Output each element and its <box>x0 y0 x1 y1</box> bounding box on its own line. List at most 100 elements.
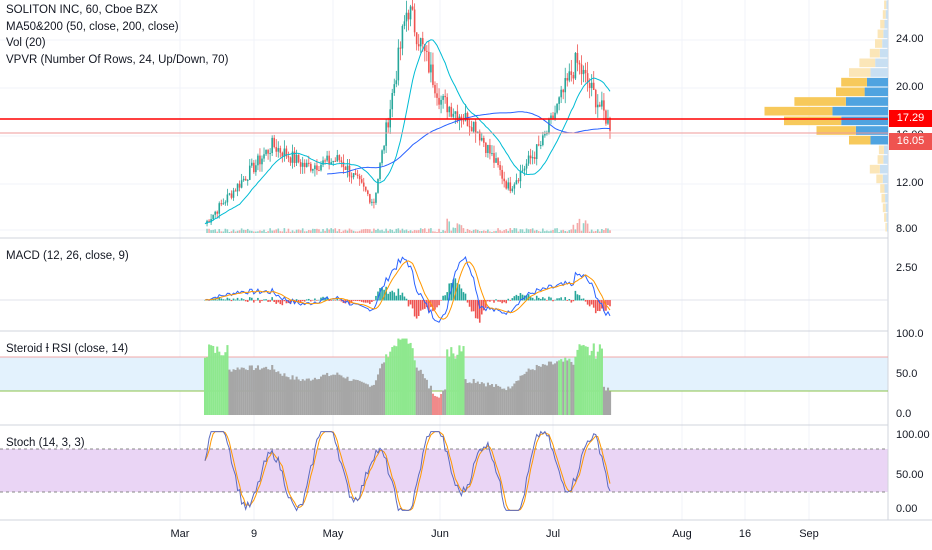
macd-hist-bar <box>240 298 243 301</box>
macd-hist-bar <box>403 296 406 301</box>
rsi-bar <box>214 352 217 415</box>
volume-bar <box>297 229 300 233</box>
macd-hist-bar <box>452 279 455 301</box>
rsi-bar <box>407 343 410 415</box>
volume-bar <box>216 231 219 233</box>
macd-hist-bar <box>277 300 280 303</box>
study-volume[interactable]: Vol (20) <box>6 37 46 49</box>
volume-bar <box>444 230 446 233</box>
macd-hist-bar <box>542 297 544 301</box>
rsi-bar <box>558 360 561 415</box>
rsi-bar <box>254 368 257 415</box>
rsi-bar <box>523 373 526 415</box>
volume-bar <box>523 231 526 233</box>
rsi-bar <box>484 386 487 415</box>
volume-bar <box>364 228 367 233</box>
study-vpvr[interactable]: VPVR (Number Of Rows, 24, Up/Down, 70) <box>6 53 229 66</box>
vpvr-down-bar <box>882 203 886 213</box>
macd-label[interactable]: MACD (12, 26, close, 9) <box>6 250 129 262</box>
volume-bar <box>511 230 514 233</box>
stoch-label[interactable]: Stoch (14, 3, 3) <box>6 437 85 449</box>
rsi-bar <box>602 386 605 415</box>
vpvr-down-bar <box>841 77 867 87</box>
rsi-bar <box>492 386 496 415</box>
volume-bar <box>605 228 607 233</box>
volume-bar <box>495 230 497 233</box>
candle-body <box>352 173 355 178</box>
vpvr-down-bar <box>880 19 885 29</box>
volume-bar <box>367 229 369 233</box>
macd-hist-bar <box>269 300 271 302</box>
macd-hist-bar <box>336 298 339 301</box>
symbol-title[interactable]: SOLITON INC, 60, Cboe BZX <box>6 4 158 16</box>
macd-hist-bar <box>230 300 233 302</box>
rsi-bar <box>501 388 504 415</box>
candle-body <box>330 162 332 165</box>
volume-bar <box>582 223 585 233</box>
macd-hist-bar <box>314 298 316 301</box>
candle-body <box>413 9 416 33</box>
vpvr-up-bar <box>883 155 888 164</box>
rsi-bar <box>415 367 418 415</box>
candle-body <box>257 155 259 166</box>
candle-body <box>607 117 609 124</box>
candle-body <box>344 167 347 170</box>
candle-body <box>208 220 210 223</box>
rsi-label[interactable]: Steroid Ɨ RSI (close, 14) <box>6 343 129 355</box>
macd-hist-bar <box>224 299 227 301</box>
candle-body <box>407 12 410 20</box>
rsi-bar <box>291 375 294 415</box>
rsi-bar <box>401 338 404 415</box>
candle-body <box>462 120 465 122</box>
vpvr-up-bar <box>882 174 888 184</box>
volume-bar <box>314 228 316 233</box>
rsi-bar <box>431 393 435 415</box>
macd-hist-bar <box>373 300 375 301</box>
macd-hist-bar <box>546 300 548 301</box>
rsi-bar <box>576 349 579 415</box>
volume-bar <box>594 230 597 233</box>
volume-bar <box>491 231 493 233</box>
macd-hist-bar <box>507 298 510 301</box>
candle-body <box>601 100 603 107</box>
candle-body <box>474 121 477 134</box>
volume-bar <box>379 230 381 233</box>
rsi-bar <box>376 374 380 415</box>
macd-hist-bar <box>281 300 284 306</box>
rsi-bar <box>313 377 316 415</box>
rsi-band <box>0 357 888 391</box>
rsi-bar <box>336 372 339 415</box>
volume-bar <box>251 230 253 233</box>
time-tick: Aug <box>672 528 692 540</box>
volume-bar <box>489 231 491 233</box>
volume-bar <box>220 231 223 233</box>
candle-body <box>387 122 389 128</box>
candle-body <box>584 69 587 74</box>
rsi-bar <box>348 380 351 415</box>
second-price-badge: 16.05 <box>889 133 932 150</box>
volume-bar <box>458 224 461 233</box>
macd-hist-bar <box>584 300 587 302</box>
macd-hist-bar <box>529 297 532 301</box>
study-ma[interactable]: MA50&200 (50, close, 200, close) <box>6 20 179 33</box>
volume-bar <box>525 228 528 233</box>
rsi-bar <box>334 374 337 415</box>
rsi-bar <box>234 369 237 415</box>
volume-bar <box>566 231 569 233</box>
volume-bar <box>474 229 477 233</box>
volume-bar <box>507 230 510 233</box>
macd-hist-bar <box>303 300 306 302</box>
macd-hist-bar <box>572 300 575 302</box>
candle-body <box>354 173 357 175</box>
candle-body <box>253 162 255 173</box>
candle-body <box>419 38 422 47</box>
rsi-bar <box>507 386 510 415</box>
volume-bar <box>238 230 241 233</box>
rsi-bar <box>535 364 538 415</box>
rsi-bar <box>472 378 475 415</box>
candle-body <box>267 150 269 154</box>
rsi-bar <box>295 376 298 415</box>
rsi-bar <box>370 385 373 415</box>
macd-hist-bar <box>497 300 499 302</box>
